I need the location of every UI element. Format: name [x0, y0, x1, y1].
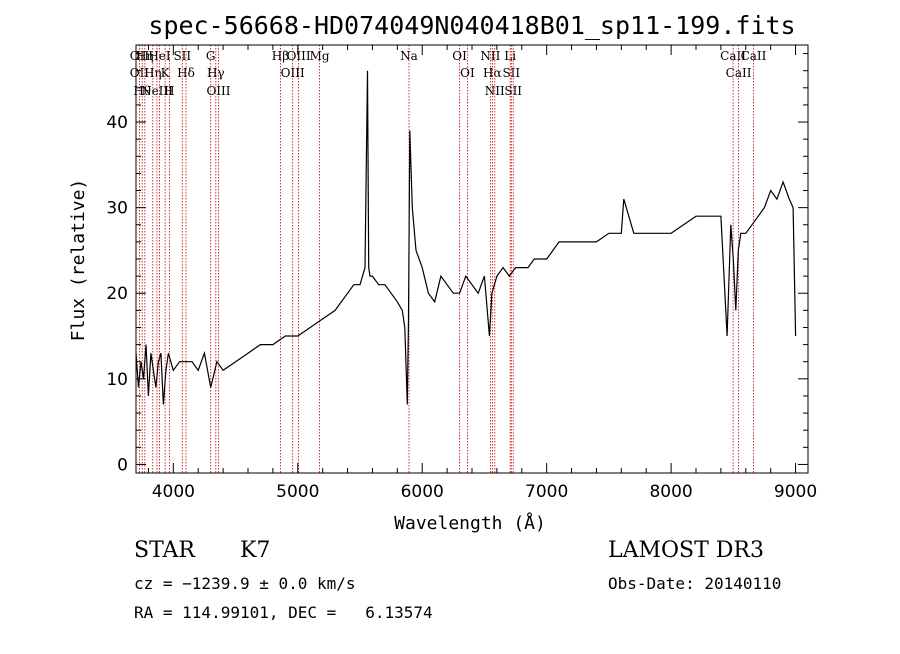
line-marker-label: K: [161, 66, 171, 80]
axis-ticks: 4000 5000 6000 7000 8000 9000 0 10 20 30 40: [106, 45, 817, 502]
redshift-readout: cz = −1239.9 ± 0.0 km/s: [134, 574, 356, 593]
line-marker-label: SII: [504, 84, 522, 98]
x-tick-label: 7000: [525, 482, 568, 502]
line-marker-label: Na: [400, 49, 418, 63]
x-axis-label: Wavelength (Å): [394, 512, 546, 534]
line-marker-label: Hβ: [272, 49, 289, 63]
line-marker-label: OIII: [287, 49, 311, 63]
subclass-label: K7: [240, 538, 271, 563]
obs-date: Obs-Date: 20140110: [608, 574, 782, 593]
x-tick-label: 9000: [774, 482, 817, 502]
line-marker-label: CaII: [726, 66, 752, 80]
line-marker-label: SII: [502, 66, 520, 80]
line-marker-label: HeI: [148, 49, 171, 63]
chart-title: spec-56668-HD074049N040418B01_sp11-199.f…: [148, 11, 795, 40]
y-tick-label: 30: [106, 199, 128, 219]
line-marker-label: OI: [460, 66, 475, 80]
line-marker-label: Hα: [483, 66, 502, 80]
y-tick-label: 40: [106, 113, 128, 133]
line-marker-label: Mg: [310, 49, 330, 63]
line-marker-label: NII: [480, 49, 500, 63]
class-label: STAR: [134, 538, 195, 563]
line-marker-label: OIII: [206, 84, 230, 98]
line-marker-label: CaII: [741, 49, 767, 63]
line-marker-label: Hγ: [207, 66, 225, 80]
y-axis-label: Flux (relative): [68, 179, 89, 342]
line-marker-label: SII: [173, 49, 191, 63]
line-marker-label: CaII: [720, 49, 746, 63]
x-tick-label: 8000: [649, 482, 692, 502]
y-tick-label: 0: [117, 455, 128, 475]
survey-label: LAMOST DR3: [608, 538, 764, 563]
y-tick-label: 20: [106, 284, 128, 304]
line-marker-label: OIII: [281, 66, 305, 80]
line-marker-label: OI: [452, 49, 467, 63]
line-marker-label: H: [164, 84, 174, 98]
spectrum-line: [135, 70, 797, 405]
line-marker-label: Hη: [144, 66, 162, 80]
x-tick-label: 6000: [401, 482, 444, 502]
y-tick-label: 10: [106, 370, 128, 390]
line-marker-label: Hδ: [177, 66, 195, 80]
x-tick-label: 5000: [276, 482, 319, 502]
line-marker-label: Li: [504, 49, 516, 63]
line-marker-label: NII: [485, 84, 505, 98]
line-markers: OIIOIIHθHηHηNeIIIHeIKHSIIHδGHγOIIIHβOIII…: [130, 45, 767, 473]
x-tick-label: 4000: [152, 482, 195, 502]
coordinates-readout: RA = 114.99101, DEC = 6.13574: [134, 603, 433, 622]
line-marker-label: Hη: [136, 49, 154, 63]
line-marker-label: G: [206, 49, 216, 63]
series-layer: [135, 70, 797, 405]
plot-frame: [135, 44, 809, 474]
